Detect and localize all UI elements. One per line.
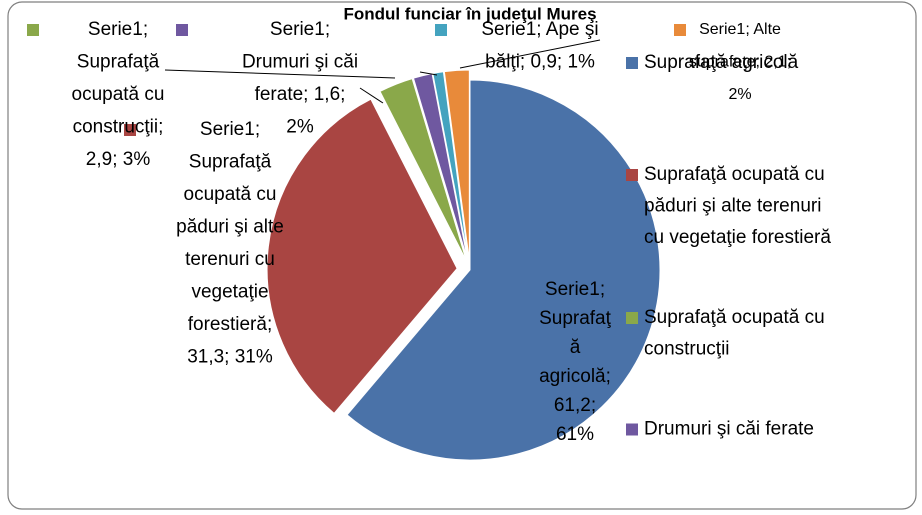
label-key: [435, 24, 447, 36]
pie-slice: [346, 79, 661, 461]
legend-key: [626, 312, 638, 324]
legend-label: Suprafaţă ocupată cu construcţii: [644, 307, 825, 360]
label-key: [27, 24, 39, 36]
data-label: Serie1; Suprafaţ ă agricolă; 61,2; 61%: [539, 279, 612, 445]
data-label: Serie1; Suprafaţă ocupată cu păduri şi alte…: [176, 119, 284, 368]
data-label: Serie1; Alte suprafeţe; 2,1; 2%: [689, 21, 791, 103]
pie-slice: [379, 77, 467, 261]
leader-line: [359, 87, 384, 104]
pie-slice: [443, 69, 470, 261]
data-label: Serie1; Suprafaţă ocupată cu construcţii; 2,…: [72, 19, 165, 170]
legend-label: Drumuri şi căi ferate: [644, 419, 814, 440]
leader-line: [419, 71, 438, 76]
label-key: [674, 24, 686, 36]
legend-label: Suprafaţă agricolă: [644, 52, 799, 73]
label-key: [176, 24, 188, 36]
leader-line: [459, 39, 601, 69]
pie-slice: [432, 71, 469, 261]
legend-key: [626, 57, 638, 69]
chart-title: Fondul funciar în judeţul Mureş: [343, 4, 596, 23]
legend-key: [626, 169, 638, 181]
pie-slice: [266, 98, 458, 415]
legend-key: [626, 423, 638, 436]
label-key: [124, 124, 136, 136]
data-label: Serie1; Drumuri şi căi ferate; 1,6; 2%: [242, 19, 358, 138]
chart-frame: [7, 1, 917, 510]
leader-line: [164, 69, 396, 79]
data-label: Serie1; Ape şi bălţi; 0,9; 1%: [481, 19, 598, 73]
legend-label: Suprafaţă ocupată cu păduri şi alte teren…: [644, 164, 831, 248]
